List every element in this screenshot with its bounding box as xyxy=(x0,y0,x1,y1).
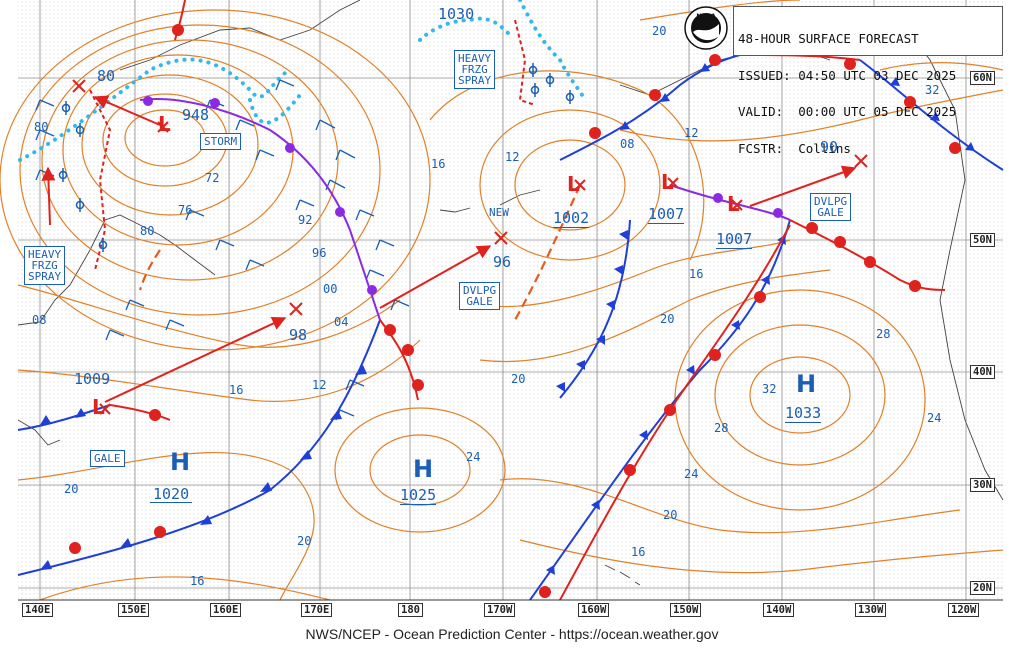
isobar-label: 12 xyxy=(312,378,327,392)
isobar-label: 16 xyxy=(631,545,646,559)
isobar-label: 96 xyxy=(312,246,327,260)
occluded-front-symbols xyxy=(143,96,783,295)
isobar-label: 04 xyxy=(334,315,349,329)
low-pressure-1009: 1009 xyxy=(74,370,111,388)
isobar-label: 12 xyxy=(505,150,520,164)
lon-label: 130W xyxy=(855,603,887,617)
developing-gale-warning: DVLPG GALE xyxy=(459,282,501,310)
storm-warning: STORM xyxy=(200,133,242,150)
forecaster: FCSTR: Collins xyxy=(738,140,851,156)
heavy-freezing-spray-warning: HEAVY FRZG SPRAY xyxy=(24,246,66,285)
trough-lines xyxy=(138,184,582,321)
low-pressure-1007-b: 1007 xyxy=(716,230,753,249)
high-center-icon: H xyxy=(170,448,191,476)
isobar-label: 80 xyxy=(140,224,155,238)
low-center-icon: L xyxy=(727,192,740,216)
lat-label: 20N xyxy=(970,581,995,595)
lat-label: 60N xyxy=(970,71,995,85)
isobar-label: 20 xyxy=(297,534,312,548)
low-pressure-948: 948 xyxy=(182,106,210,124)
isobar-label: 20 xyxy=(511,372,526,386)
noaa-logo-icon: NOAA xyxy=(684,6,728,50)
ice-edge xyxy=(18,0,587,162)
lat-label: 50N xyxy=(970,233,995,247)
lon-label: 170W xyxy=(484,603,516,617)
storm-track-arrow-icon xyxy=(41,95,857,403)
warm-front-semicircles xyxy=(69,24,961,598)
warm-front-north xyxy=(174,0,186,41)
isobar-label: 24 xyxy=(927,411,942,425)
freezing-spray-icons xyxy=(58,63,575,252)
high-center-icon: H xyxy=(413,455,434,483)
lon-label: 140E xyxy=(22,603,54,617)
low-center-icon: L xyxy=(92,395,105,419)
isobar-label: 80 xyxy=(34,120,49,134)
forecast-title: 48-HOUR SURFACE FORECAST xyxy=(738,31,919,47)
wind-barbs xyxy=(35,79,410,421)
lon-label: 180 xyxy=(398,603,423,617)
low-center-icon: L xyxy=(158,112,171,136)
valid-time: VALID: 00:00 UTC 05 DEC 2025 xyxy=(738,104,957,120)
high-center-icon: H xyxy=(796,370,817,398)
high-pressure-1025: 1025 xyxy=(400,486,437,505)
lon-label: 150W xyxy=(670,603,702,617)
lat-label: 30N xyxy=(970,478,995,492)
low-center-icon xyxy=(72,79,868,415)
isobar-label: 16 xyxy=(190,574,205,588)
svg-text:NOAA: NOAA xyxy=(696,13,716,20)
low-pressure-1007-a: 1007 xyxy=(648,205,685,224)
developing-gale-warning: DVLPG GALE xyxy=(810,193,852,221)
isobar-label: 24 xyxy=(684,467,699,481)
isobar-label: 76 xyxy=(178,203,193,217)
isobar-label: 28 xyxy=(876,327,891,341)
isobar-label: 20 xyxy=(64,482,79,496)
isobar-label: 28 xyxy=(714,421,729,435)
lon-label: 140W xyxy=(763,603,795,617)
isobar-label: 20 xyxy=(663,508,678,522)
lon-label: 160E xyxy=(210,603,242,617)
low-pressure-90: 90 xyxy=(820,138,839,156)
freezing-spray-areas xyxy=(89,19,536,271)
isobar-label: 00 xyxy=(323,282,338,296)
high-pressure-1033: 1033 xyxy=(785,404,822,423)
high-pressure-1030: 1030 xyxy=(438,5,475,23)
heavy-freezing-spray-warning: HEAVY FRZG SPRAY xyxy=(454,50,496,89)
credit-line: NWS/NCEP - Ocean Prediction Center - htt… xyxy=(305,626,719,642)
issued-time: ISSUED: 04:50 UTC 03 DEC 2025 xyxy=(738,67,957,83)
isobar-label: 12 xyxy=(684,126,699,140)
isobar-label: 16 xyxy=(431,157,446,171)
low-pressure-80: 80 xyxy=(97,67,116,85)
isobar-label: 20 xyxy=(652,24,667,38)
lat-lon-grid xyxy=(18,0,1003,600)
lon-label: 120W xyxy=(948,603,980,617)
isobar-label: 16 xyxy=(689,267,704,281)
lon-label: 150E xyxy=(118,603,150,617)
isobar-label: 72 xyxy=(205,171,220,185)
lon-label: 170E xyxy=(301,603,333,617)
cold-front-triangles xyxy=(40,63,975,575)
new-label: NEW xyxy=(489,206,509,219)
low-pressure-1002: 1002 xyxy=(553,209,590,228)
high-pressure-1020: 1020 xyxy=(150,487,193,503)
low-pressure-96: 96 xyxy=(493,253,512,271)
gale-warning: GALE xyxy=(90,450,125,467)
low-pressure-98: 98 xyxy=(289,326,308,344)
lon-label: 160W xyxy=(578,603,610,617)
isobar-label: 32 xyxy=(762,382,777,396)
isobar-label: 20 xyxy=(660,312,675,326)
lat-label: 40N xyxy=(970,365,995,379)
isobar-label: 16 xyxy=(229,383,244,397)
isobar-label: 92 xyxy=(298,213,313,227)
isobar-label: 08 xyxy=(32,313,47,327)
low-center-icon: L xyxy=(661,170,674,194)
isobar-label: 24 xyxy=(466,450,481,464)
isobar-label: 08 xyxy=(620,137,635,151)
isobar-label: 32 xyxy=(925,83,940,97)
low-center-icon: L xyxy=(567,172,580,196)
forecast-info-box: 48-HOUR SURFACE FORECAST ISSUED: 04:50 U… xyxy=(733,6,1003,154)
